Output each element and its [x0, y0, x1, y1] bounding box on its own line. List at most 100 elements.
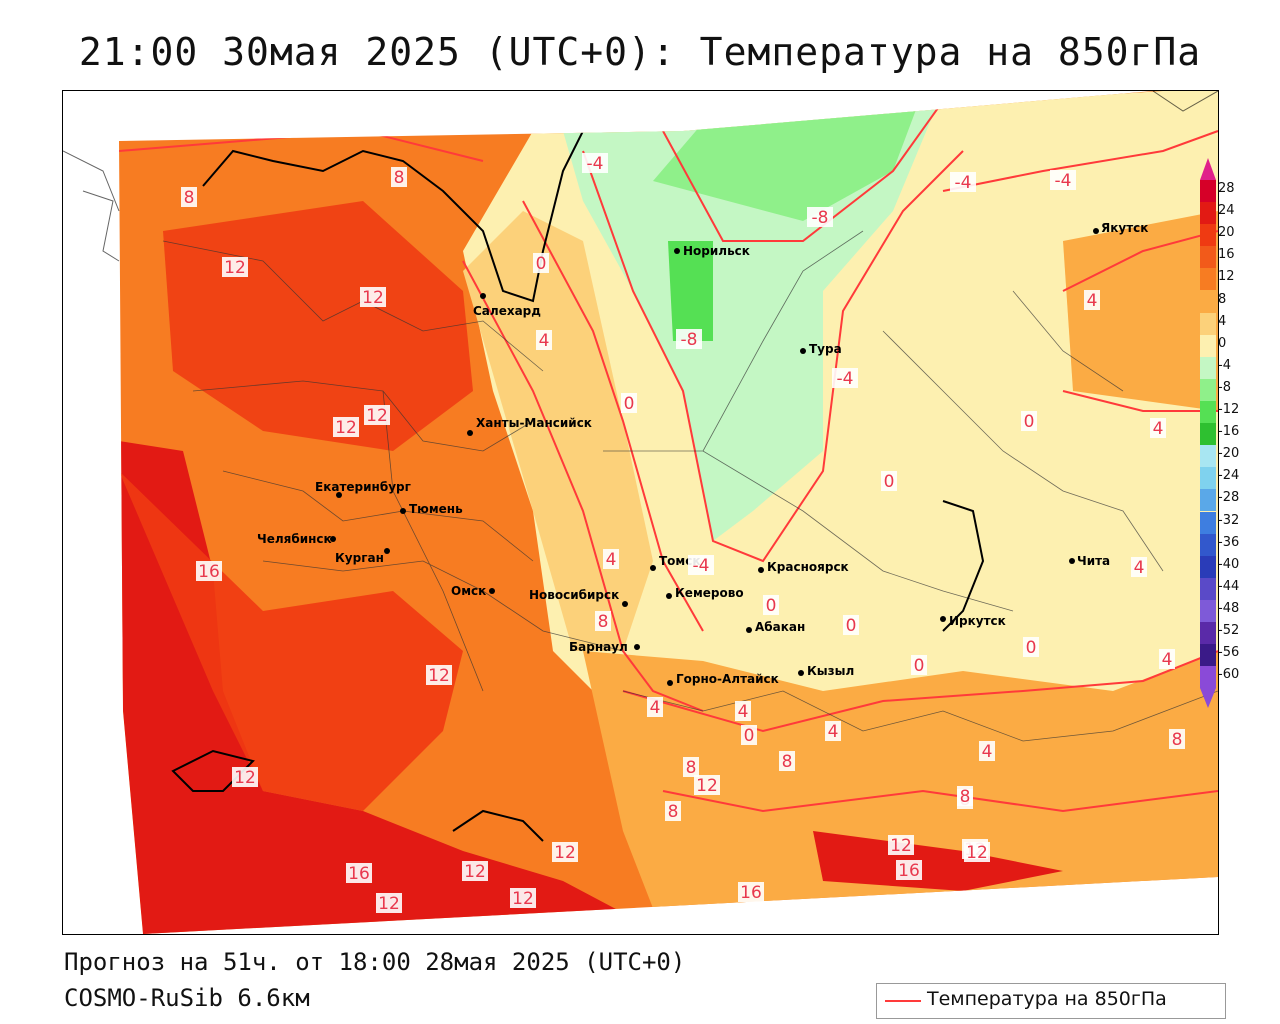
isotherm-label-bg	[603, 549, 619, 569]
scale-label: -40	[1218, 556, 1240, 572]
city-dot	[330, 536, 336, 542]
city-label: Якутск	[1101, 221, 1148, 235]
temperature-map: Норильск Якутск Салехард Тура Ханты-Манс…	[63, 91, 1218, 934]
scale-label: -44	[1218, 578, 1240, 594]
isotherm-label: 0	[846, 616, 857, 636]
isotherm-label-bg	[1150, 418, 1166, 438]
model-info: COSMO-RuSib 6.6км	[64, 984, 310, 1012]
city-dot	[622, 601, 628, 607]
scale-swatch	[1200, 290, 1216, 313]
isotherm-label: 8	[598, 612, 609, 632]
scale-label: -56	[1218, 645, 1240, 661]
isotherm-label-bg	[232, 767, 258, 787]
isotherm-label-bg	[738, 882, 764, 902]
region-borders	[162, 230, 1218, 742]
city-label: Горно-Алтайск	[676, 672, 779, 686]
isotherm-label: -4	[587, 154, 604, 174]
isotherm-label: 0	[914, 656, 925, 676]
city-dot	[667, 680, 673, 686]
isotherm-label: 8	[960, 787, 971, 807]
scale-swatch	[1200, 180, 1216, 203]
city-label: Екатеринбург	[315, 480, 411, 494]
isotherm-label: -8	[681, 330, 698, 350]
isotherm-label-bg	[647, 697, 663, 717]
map-frame: Норильск Якутск Салехард Тура Ханты-Манс…	[62, 90, 1219, 935]
scale-swatch	[1200, 334, 1216, 357]
isotherm-label: 12	[234, 768, 256, 788]
city-label: Красноярск	[767, 560, 849, 574]
scale-swatch	[1200, 489, 1216, 512]
isotherm-label-bg	[881, 471, 897, 491]
isotherm-label-bg	[1131, 557, 1147, 577]
isotherm-label-bg	[1023, 637, 1039, 657]
isotherm-label: 12	[554, 843, 576, 863]
isotherm-label: 12	[335, 418, 357, 438]
city-dot	[758, 567, 764, 573]
scale-swatch	[1200, 268, 1216, 291]
isotherm-label: 4	[1153, 419, 1164, 439]
city-label: Абакан	[755, 620, 805, 634]
isotherm-label: 0	[766, 596, 777, 616]
scale-label: -16	[1218, 424, 1240, 440]
city-dot	[666, 593, 672, 599]
isotherm-label: -8	[812, 208, 829, 228]
isotherm-label: 4	[1134, 558, 1145, 578]
isotherm-label-bg	[462, 861, 488, 881]
city-dot	[467, 430, 473, 436]
isotherm-label: -4	[955, 173, 972, 193]
isotherm-label: 0	[624, 394, 635, 414]
isotherm-label: 4	[1162, 650, 1173, 670]
isotherm-label-bg	[688, 555, 714, 575]
isotherm-label-bg	[888, 835, 914, 855]
isotherm-label-bg	[1169, 729, 1185, 749]
city-dot	[1069, 558, 1075, 564]
isotherm-label-bg	[735, 701, 751, 721]
scale-label: -60	[1218, 667, 1240, 683]
isotherm-label: 4	[606, 550, 617, 570]
scale-swatch	[1200, 467, 1216, 490]
scale-label: -52	[1218, 623, 1240, 638]
city-label: Чита	[1077, 554, 1110, 568]
scale-label: 0	[1218, 335, 1227, 351]
scale-swatch	[1200, 533, 1216, 556]
scale-label: -32	[1218, 512, 1240, 528]
legend: Температура на 850гПа	[876, 983, 1226, 1019]
scale-top-arrow	[1200, 158, 1216, 180]
isotherm-label-bg	[510, 888, 536, 908]
scale-label: -20	[1218, 446, 1240, 462]
city-dot	[384, 548, 390, 554]
isotherm-label-bg	[843, 615, 859, 635]
isotherm-label: 4	[650, 698, 661, 718]
scale-swatch	[1200, 666, 1216, 689]
outer-coastline	[63, 91, 1218, 262]
isotherm-label-bg	[763, 595, 779, 615]
isotherm-label: 16	[198, 562, 220, 582]
isotherm-label-bg	[426, 665, 452, 685]
city-label: Барнаул	[569, 640, 628, 654]
forecast-info: Прогноз на 51ч. от 18:00 28мая 2025 (UTC…	[64, 948, 686, 976]
scale-label: -28	[1218, 490, 1240, 506]
cold-field	[563, 91, 943, 541]
isotherm-label: 16	[740, 883, 762, 903]
isotherm-label-bg	[1050, 170, 1076, 190]
city-dot	[746, 627, 752, 633]
scale-swatch	[1200, 555, 1216, 578]
isotherm-label-bg	[950, 172, 976, 192]
scale-label: -36	[1218, 534, 1240, 550]
scale-label: 16	[1218, 247, 1235, 263]
isotherm-label: 8	[686, 758, 697, 778]
city-label: Омск	[451, 584, 486, 598]
isotherm-label-bg	[911, 655, 927, 675]
isotherm-label-bg	[552, 842, 578, 862]
city-dot	[634, 644, 640, 650]
city-label: Курган	[335, 551, 384, 565]
isotherm-label: 0	[744, 726, 755, 746]
isotherm-label-bg	[665, 801, 681, 821]
city-label: Челябинск	[257, 532, 332, 546]
isotherm-label: 0	[536, 254, 547, 274]
city-dot	[650, 565, 656, 571]
isotherm-label-bg	[832, 368, 858, 388]
isotherm-label: 4	[1087, 291, 1098, 311]
city-label: Салехард	[473, 304, 541, 318]
isotherm-label: 16	[898, 861, 920, 881]
